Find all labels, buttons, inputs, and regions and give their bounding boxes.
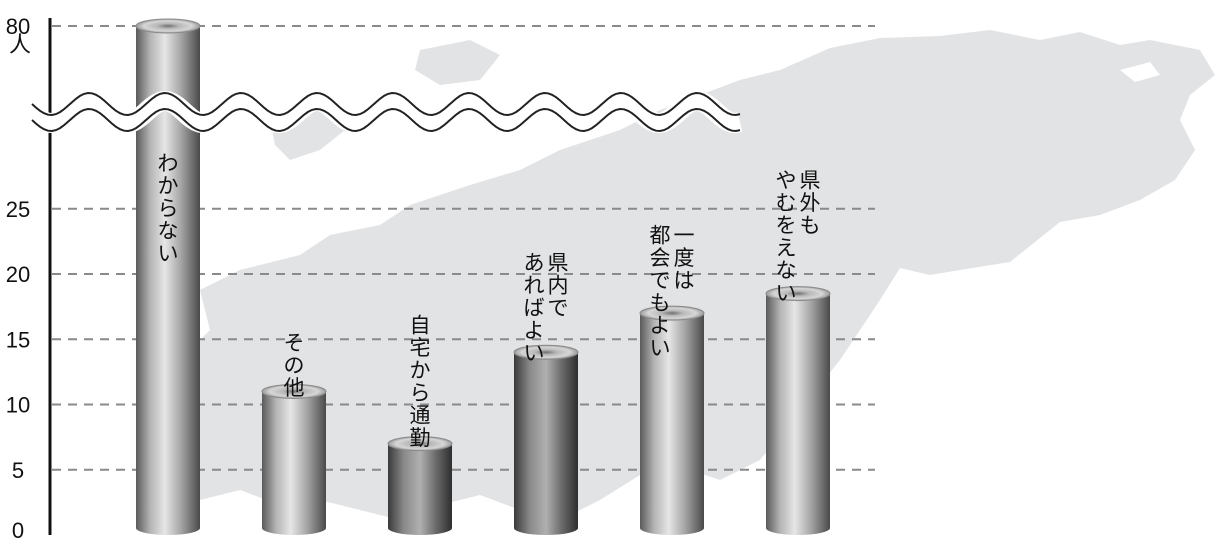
bar-base xyxy=(766,521,830,535)
bar-cap xyxy=(513,344,579,360)
category-label: わからない xyxy=(158,152,179,266)
bar-body xyxy=(388,443,452,528)
category-label-line: 県内で xyxy=(548,251,569,320)
category-label-line: 県外も xyxy=(800,169,821,238)
y-tick-label: 5 xyxy=(12,458,24,483)
bar xyxy=(639,305,705,535)
category-label: その他 xyxy=(284,331,305,400)
axis-break xyxy=(25,90,743,134)
bar xyxy=(765,286,831,535)
bar-base xyxy=(136,521,200,535)
y-tick-label: 20 xyxy=(6,262,30,287)
bar-cap xyxy=(639,305,705,321)
bar-body xyxy=(640,313,704,528)
bar-base xyxy=(640,521,704,535)
bar xyxy=(513,344,579,535)
bar-cap xyxy=(261,383,327,399)
bar-layer xyxy=(135,18,831,535)
bar xyxy=(261,383,327,535)
y-tick-label: 15 xyxy=(6,327,30,352)
category-label-line: 一度は xyxy=(674,224,695,293)
y-unit-label: 人 xyxy=(9,32,31,57)
bar xyxy=(387,436,453,535)
y-tick-label: 0 xyxy=(12,518,24,539)
category-label-line: その他 xyxy=(284,331,305,400)
bar-body xyxy=(514,352,578,528)
category-label-line: 都会でもよい xyxy=(650,224,671,361)
category-label: 自宅から通勤 xyxy=(410,314,431,451)
axis-break-line xyxy=(31,107,741,133)
bar-cap xyxy=(387,436,453,452)
bar-base xyxy=(388,521,452,535)
y-tick-label: 25 xyxy=(6,197,30,222)
bar-body xyxy=(766,293,830,528)
category-label-line: あればよい xyxy=(524,251,545,365)
axis-break-line xyxy=(31,91,741,117)
bar-body xyxy=(262,391,326,528)
bar-cap xyxy=(765,286,831,302)
y-tick-label: 80 xyxy=(6,14,30,39)
category-label-line: わからない xyxy=(158,152,179,266)
bar-base xyxy=(262,521,326,535)
axis-break-gap xyxy=(25,90,743,134)
axis-layer: 0 5 10 15 20 25 80人 xyxy=(6,14,52,539)
category-label-line: 自宅から通勤 xyxy=(410,314,431,451)
bar-cap xyxy=(135,18,201,34)
bar-base xyxy=(514,521,578,535)
category-label-line: やむをえない xyxy=(776,169,797,306)
y-tick-label: 10 xyxy=(6,393,30,418)
